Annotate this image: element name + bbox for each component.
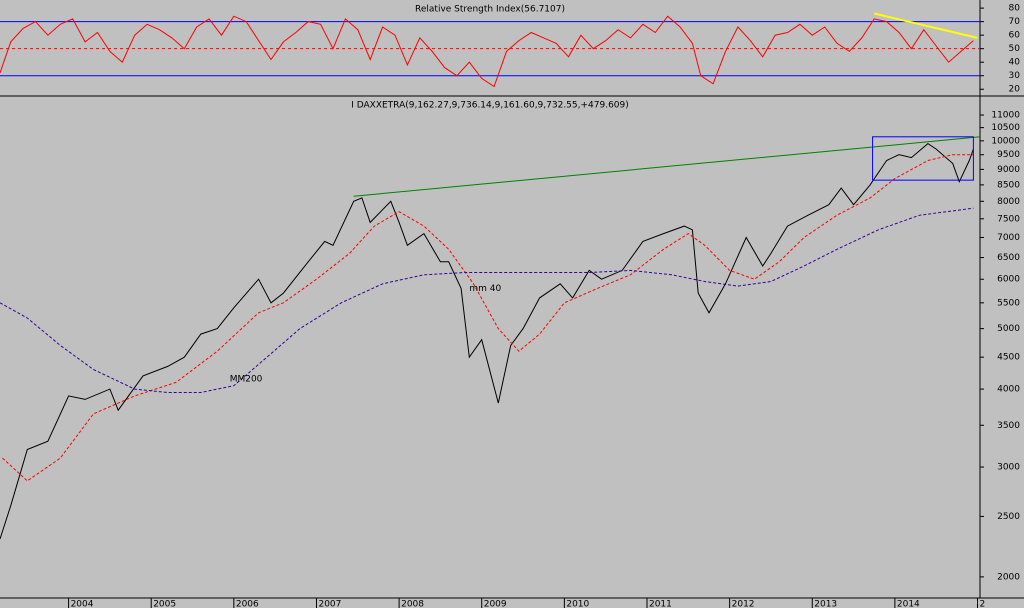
y-tick-label: 4000 (997, 385, 1020, 395)
x-tick-label: 2010 (566, 600, 589, 608)
y-tick-label: 7500 (997, 214, 1020, 224)
y-tick-label: 40 (1009, 58, 1021, 68)
y-tick-label: 80 (1009, 4, 1021, 14)
y-tick-label: 2500 (997, 512, 1020, 522)
x-tick-label: 2009 (484, 600, 507, 608)
y-tick-label: 8000 (997, 197, 1020, 207)
y-tick-label: 3500 (997, 421, 1020, 431)
y-tick-label: 6000 (997, 275, 1020, 285)
highlight-box (872, 136, 974, 181)
y-tick-label: 7000 (997, 233, 1020, 243)
x-tick-label: 2006 (236, 600, 259, 608)
x-tick-label: 2012 (732, 600, 755, 608)
y-tick-label: 50 (1009, 44, 1021, 54)
data-line (0, 15, 974, 88)
chart-title: Relative Strength Index(56.7107) (415, 5, 565, 15)
annotation: mm 40 (469, 284, 501, 294)
y-tick-label: 9000 (997, 165, 1020, 175)
x-tick-label: 2005 (153, 600, 176, 608)
y-tick-label: 6500 (997, 253, 1020, 263)
y-tick-label: 5500 (997, 298, 1020, 308)
trendline (874, 12, 978, 39)
x-tick-label: 2 (980, 600, 986, 608)
x-tick-label: 2007 (318, 600, 341, 608)
y-tick-label: 60 (1009, 31, 1021, 41)
y-tick-label: 3000 (997, 463, 1020, 473)
data-line (0, 207, 974, 393)
trendline (353, 136, 981, 197)
y-tick-label: 10500 (991, 123, 1020, 133)
data-line (2, 154, 974, 482)
annotation: MM200 (230, 375, 263, 385)
x-tick-label: 2008 (401, 600, 424, 608)
y-tick-label: 4500 (997, 353, 1020, 363)
chart-title: I DAXXETRA(9,162.27,9,736.14,9,161.60,9,… (351, 101, 629, 111)
x-tick-label: 2014 (897, 600, 920, 608)
y-tick-label: 2000 (997, 572, 1020, 582)
y-tick-label: 5000 (997, 324, 1020, 334)
x-tick-label: 2004 (71, 600, 94, 608)
y-tick-label: 70 (1009, 17, 1021, 27)
y-tick-label: 10000 (991, 136, 1020, 146)
y-tick-label: 20 (1009, 85, 1021, 95)
y-tick-label: 9500 (997, 150, 1020, 160)
y-tick-label: 8500 (997, 180, 1020, 190)
y-tick-label: 11000 (991, 111, 1020, 121)
x-tick-label: 2013 (814, 600, 837, 608)
y-tick-label: 30 (1009, 71, 1021, 81)
data-line (0, 142, 974, 540)
x-tick-label: 2011 (649, 600, 672, 608)
